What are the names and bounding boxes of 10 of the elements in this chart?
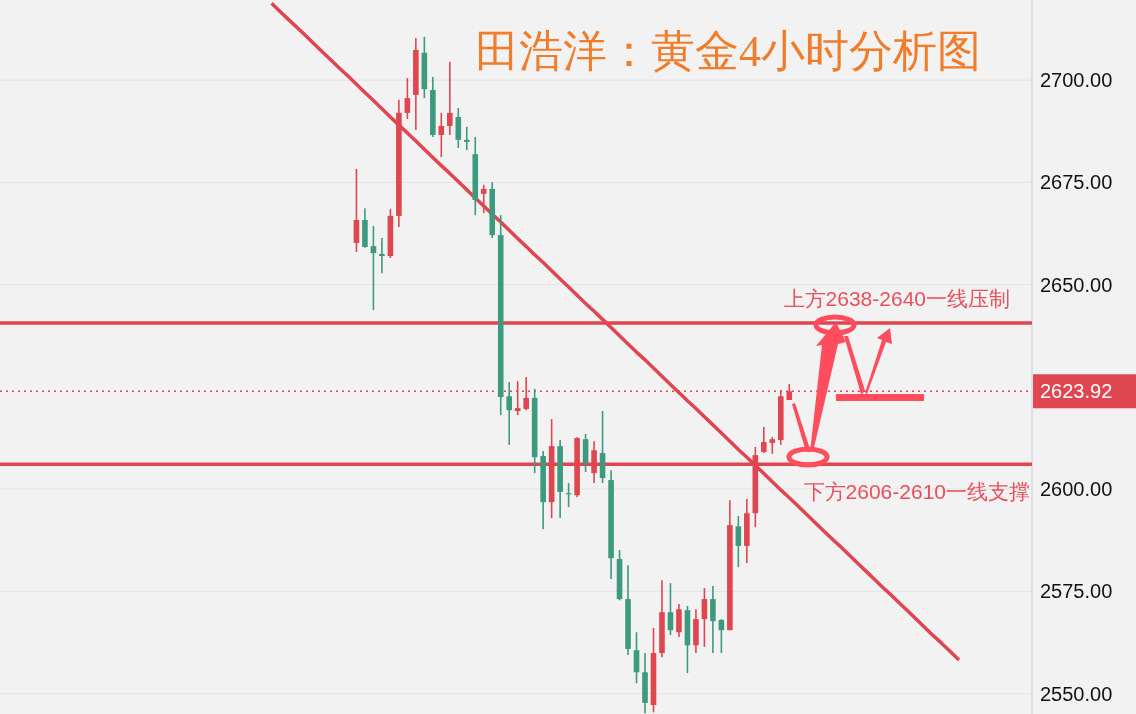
- y-tick-label: 2575.00: [1040, 580, 1113, 603]
- ref-line-label: 上方2638-2640一线压制: [783, 287, 1010, 311]
- y-tick-label: 2700.00: [1040, 69, 1113, 92]
- ref-line-label: 2623.92: [1040, 380, 1113, 403]
- y-tick-label: 2550.00: [1040, 682, 1113, 705]
- y-tick-label: 2650.00: [1040, 273, 1113, 296]
- text: 田浩洋：黄金4小时分析图: [475, 27, 981, 76]
- y-tick-label: 2600.00: [1040, 478, 1113, 501]
- y-tick-label: 2675.00: [1040, 171, 1113, 194]
- ref-line-label: 下方2606-2610一线支撑: [803, 480, 1030, 504]
